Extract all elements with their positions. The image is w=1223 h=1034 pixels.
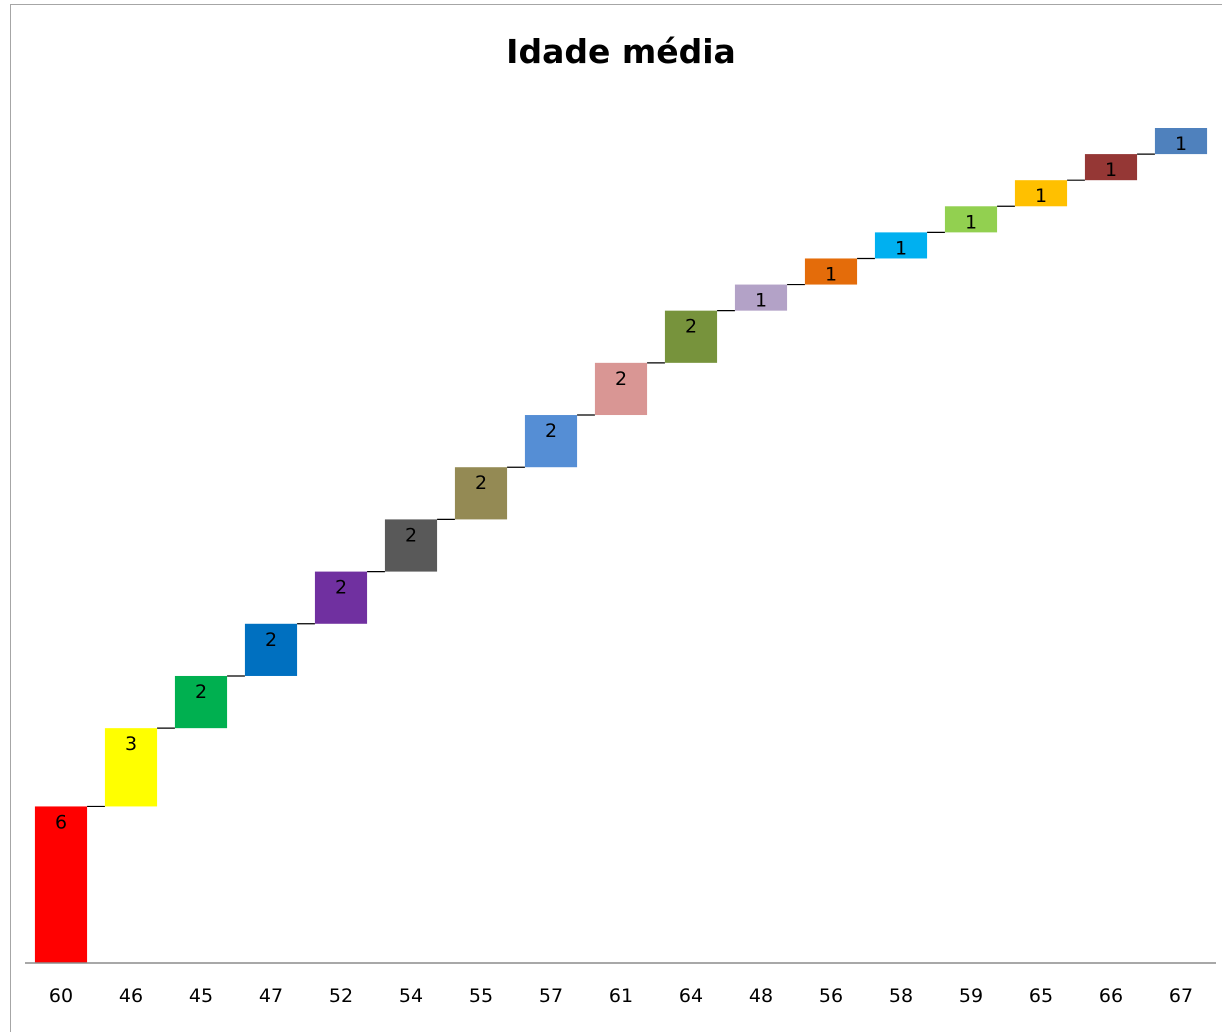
x-tick-label: 46 [119,985,143,1007]
x-tick-label: 54 [399,985,423,1007]
bar [384,519,438,572]
data-label: 1 [1175,133,1187,155]
data-label: 1 [1105,159,1117,181]
x-tick-label: 57 [539,985,563,1007]
bar [804,258,858,285]
x-tick-label: 52 [329,985,353,1007]
data-label: 2 [475,472,487,494]
data-label: 2 [195,681,207,703]
x-tick-label: 48 [749,985,773,1007]
data-label: 1 [755,290,767,312]
x-tick-label: 60 [49,985,73,1007]
x-tick-label: 59 [959,985,983,1007]
data-label: 6 [55,811,67,833]
x-tick-label: 67 [1169,985,1193,1007]
chart-frame [10,4,1222,1032]
data-label: 2 [615,368,627,390]
x-tick-label: 55 [469,985,493,1007]
bar [594,362,648,416]
bar [454,467,508,520]
data-label: 3 [125,733,137,755]
bar [244,623,298,676]
x-axis-tick-labels: 60 46 45 47 52 54 55 57 61 64 48 56 58 59 65 66 67 [49,985,1193,1007]
bar [104,728,158,807]
data-label: 1 [965,211,977,233]
bar [734,284,788,311]
chart-title: Idade média [506,32,736,71]
bar [874,232,928,259]
data-label: 1 [825,263,837,285]
bar [174,675,228,729]
bar [314,571,368,624]
bar [944,206,998,233]
data-label: 1 [895,237,907,259]
data-label: 2 [265,629,277,651]
x-tick-label: 47 [259,985,283,1007]
bars [34,128,1208,963]
data-label: 2 [405,524,417,546]
bar [664,310,718,363]
bar [1154,128,1208,155]
x-tick-label: 66 [1099,985,1123,1007]
bar [524,415,578,468]
data-labels: 6 3 2 2 2 2 2 2 2 2 1 1 1 1 1 1 1 [55,133,1187,833]
connector-lines [87,153,1155,808]
x-tick-label: 45 [189,985,213,1007]
x-tick-label: 58 [889,985,913,1007]
data-label: 2 [335,577,347,599]
bar [1084,154,1138,181]
x-tick-label: 61 [609,985,633,1007]
data-label: 2 [685,316,697,338]
bar [1014,180,1068,207]
data-label: 2 [545,420,557,442]
x-tick-label: 56 [819,985,843,1007]
bar [34,806,88,963]
x-tick-label: 64 [679,985,703,1007]
x-tick-label: 65 [1029,985,1053,1007]
data-label: 1 [1035,185,1047,207]
